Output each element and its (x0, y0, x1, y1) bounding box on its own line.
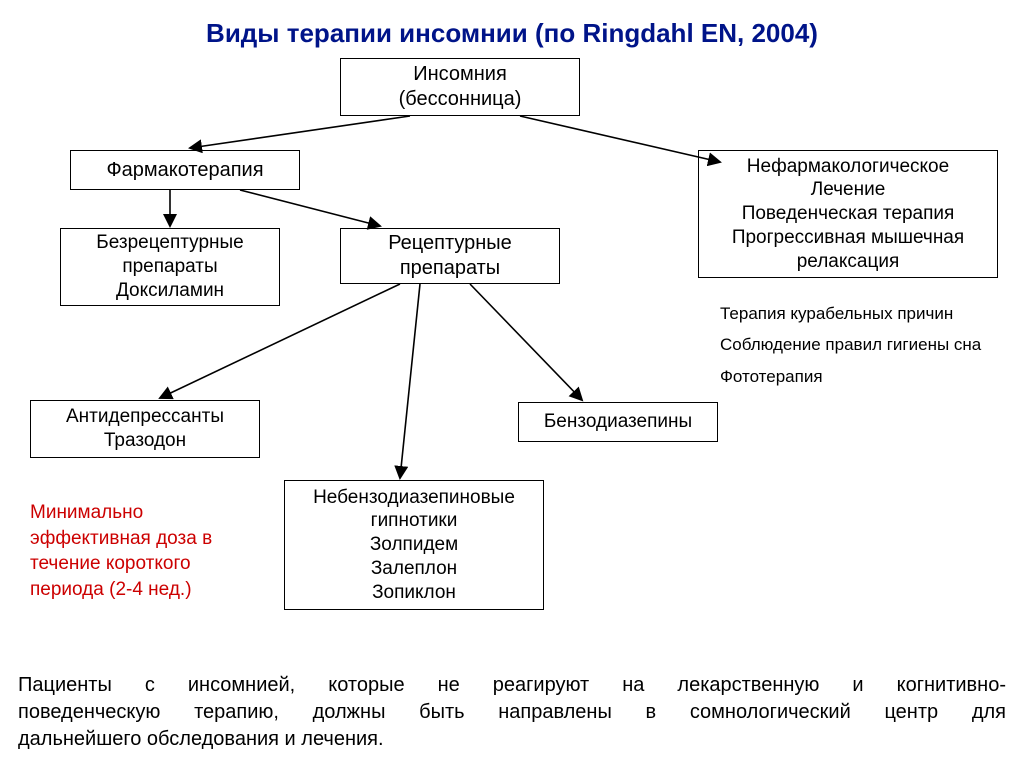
node-insomnia-root: Инсомния(бессонница) (340, 58, 580, 116)
nonpharma-additional-list: Терапия курабельных причинСоблюдение пра… (720, 298, 981, 392)
red-dose-note: Минимальноэффективная доза втечение коро… (30, 500, 212, 603)
diagram-canvas: { "title": { "text": "Виды терапии инсом… (0, 0, 1024, 767)
node-nonbenzodiazepines: НебензодиазепиновыегипнотикиЗолпидемЗале… (284, 480, 544, 610)
node-nonpharmacological: НефармакологическоеЛечениеПоведенческая … (698, 150, 998, 278)
diagram-title: Виды терапии инсомнии (по Ringdahl EN, 2… (0, 18, 1024, 49)
footer-paragraph: Пациенты с инсомнией, которые не реагиру… (18, 672, 1006, 753)
node-pharmacotherapy: Фармакотерапия (70, 150, 300, 190)
node-antidepressants: АнтидепрессантыТразодон (30, 400, 260, 458)
node-benzodiazepines: Бензодиазепины (518, 402, 718, 442)
node-otc-drugs: БезрецептурныепрепаратыДоксиламин (60, 228, 280, 306)
node-prescription-drugs: Рецептурныепрепараты (340, 228, 560, 284)
